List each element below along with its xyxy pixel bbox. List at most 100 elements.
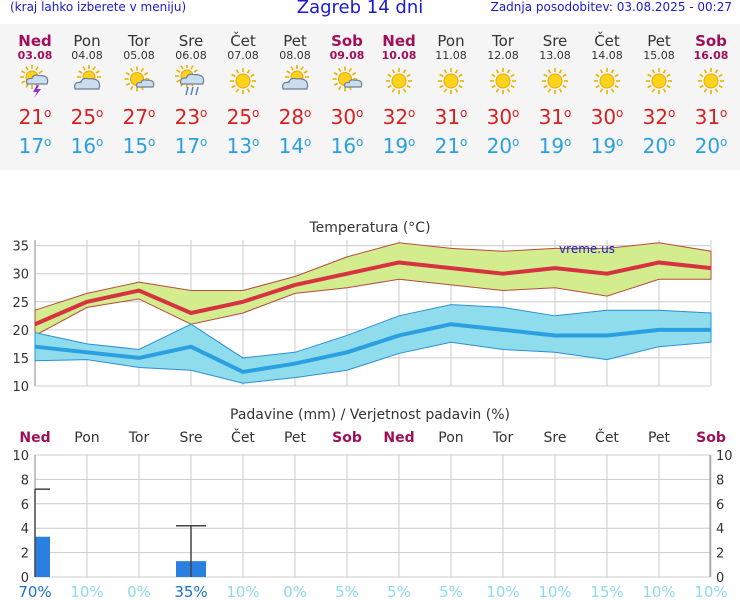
day-column: Sob 09.08 30o 16o	[321, 34, 373, 160]
precip-probability: 10%	[694, 583, 727, 600]
day-date: 15.08	[643, 49, 675, 62]
precip-probability: 5%	[387, 583, 411, 600]
min-temp: 20o	[694, 134, 728, 158]
precip-probability: 15%	[590, 583, 623, 600]
last-updated: Zadnja posodobitev: 03.08.2025 - 00:27	[490, 0, 732, 14]
day-label: Čet	[231, 428, 255, 446]
precip-probability: 70%	[18, 583, 51, 600]
day-name: Tor	[128, 32, 150, 50]
max-temp: 31o	[538, 105, 572, 129]
max-temp: 28o	[278, 105, 312, 129]
day-name: Sob	[695, 32, 727, 50]
day-label: Sre	[180, 430, 203, 446]
day-date: 08.08	[279, 49, 311, 62]
day-label: Sre	[544, 430, 567, 446]
y-tick-label: 8	[21, 473, 29, 488]
sun-icon	[373, 62, 425, 102]
y-tick-label-right: 6	[716, 498, 724, 513]
day-name: Pet	[647, 32, 671, 50]
day-column: Pet 08.08 28o 14o	[269, 34, 321, 160]
day-name: Čet	[594, 32, 620, 50]
max-temp: 30o	[486, 105, 520, 129]
day-label: Pet	[648, 430, 671, 446]
day-date: 11.08	[435, 49, 467, 62]
max-temp: 32o	[642, 105, 676, 129]
min-temp: 15o	[122, 134, 156, 158]
sun-icon	[529, 62, 581, 102]
y-tick-label: 10	[12, 380, 29, 395]
day-date: 07.08	[227, 49, 259, 62]
precip-probability: 10%	[70, 583, 103, 600]
day-date: 10.08	[381, 49, 417, 62]
day-column: Čet 14.08 30o 19o	[581, 34, 633, 160]
day-label: Sob	[332, 430, 362, 446]
max-temp: 25o	[70, 105, 104, 129]
sun-icon	[581, 62, 633, 102]
day-label: Tor	[128, 430, 150, 446]
sun-icon	[477, 62, 529, 102]
day-label: Pon	[74, 430, 99, 446]
temperature-chart-title: Temperatura (°C)	[308, 220, 430, 236]
precip-probability: 0%	[127, 583, 151, 600]
max-temp: 23o	[174, 105, 208, 129]
sun-icon	[633, 62, 685, 102]
day-name: Pet	[283, 32, 307, 50]
day-column: Pon 11.08 31o 21o	[425, 34, 477, 160]
day-name: Čet	[230, 32, 256, 50]
sun-cloud-rain-icon	[165, 62, 217, 102]
min-temp: 17o	[174, 134, 208, 158]
min-temp: 19o	[382, 134, 416, 158]
y-tick-label: 10	[12, 449, 29, 464]
sun-icon	[217, 62, 269, 102]
day-date: 09.08	[329, 49, 365, 62]
daily-forecast: Ned 03.08 21o 17o Pon 04.08 25o 16o Tor 05.08 27o 1…	[0, 34, 740, 169]
precipitation-chart-title: Padavine (mm) / Verjetnost padavin (%)	[230, 407, 510, 423]
day-name: Tor	[492, 32, 514, 50]
y-tick-label: 0	[21, 571, 29, 586]
day-date: 13.08	[539, 49, 571, 62]
y-tick-label: 25	[12, 296, 29, 311]
precip-bar	[35, 536, 50, 577]
y-tick-label-right: 10	[716, 449, 733, 464]
min-temp: 21o	[434, 134, 468, 158]
day-column: Sre 06.08 23o 17o	[165, 34, 217, 160]
precip-probability: 10%	[642, 583, 675, 600]
min-temp-line	[34, 322, 711, 374]
precip-probability: 10%	[226, 583, 259, 600]
y-tick-label-right: 4	[716, 522, 724, 537]
min-temp: 20o	[642, 134, 676, 158]
y-tick-label: 35	[12, 240, 29, 255]
day-name: Ned	[382, 32, 416, 50]
sun-small-cloud-icon	[321, 62, 373, 102]
day-label: Ned	[19, 430, 50, 446]
day-column: Ned 10.08 32o 19o	[373, 34, 425, 160]
sun-small-cloud-icon	[113, 62, 165, 102]
day-column: Tor 12.08 30o 20o	[477, 34, 529, 160]
watermark: vreme.us	[559, 242, 615, 256]
day-column: Tor 05.08 27o 15o	[113, 34, 165, 160]
max-temp-line	[34, 260, 712, 327]
day-column: Ned 03.08 21o 17o	[9, 34, 61, 160]
max-temp: 31o	[434, 105, 468, 129]
day-label: Pet	[284, 430, 307, 446]
day-column: Sob 16.08 31o 20o	[685, 34, 737, 160]
day-name: Sre	[542, 32, 568, 50]
max-temp: 32o	[382, 105, 416, 129]
max-temp: 30o	[330, 105, 364, 129]
max-temp-band	[34, 242, 712, 337]
sun-cloud-thunder-icon	[9, 62, 61, 102]
max-temp: 31o	[694, 105, 728, 129]
day-name: Pon	[73, 32, 101, 50]
y-tick-label: 6	[21, 498, 29, 513]
location-hint: (kraj lahko izberete v meniju)	[10, 0, 187, 14]
min-temp: 16o	[330, 134, 364, 158]
min-temp: 13o	[226, 134, 260, 158]
min-temp: 14o	[278, 134, 312, 158]
max-temp: 21o	[18, 105, 52, 129]
day-date: 06.08	[175, 49, 207, 62]
page-title: Zagreb 14 dni	[296, 0, 424, 18]
precip-probability: 35%	[174, 583, 207, 600]
sun-cloud-icon	[269, 62, 321, 102]
y-tick-label: 4	[21, 522, 29, 537]
